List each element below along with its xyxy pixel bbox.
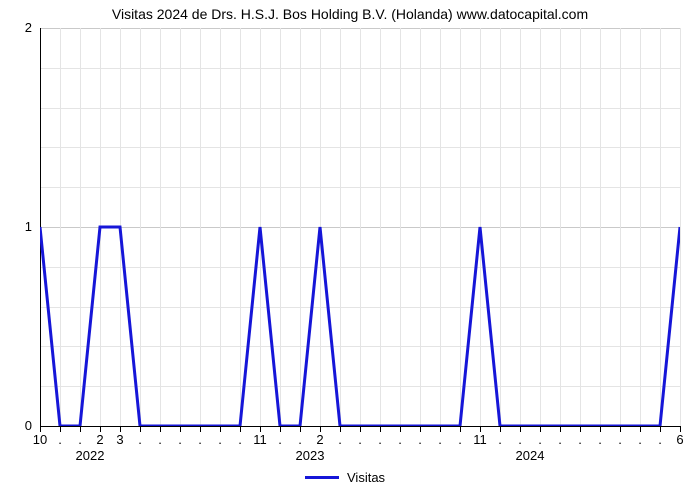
- x-axis-label: 3: [116, 432, 123, 447]
- grid-line: [680, 28, 681, 426]
- x-axis-label: .: [558, 432, 562, 447]
- x-axis-year-label: 2023: [296, 448, 325, 463]
- x-axis-label: .: [78, 432, 82, 447]
- x-axis-label: .: [378, 432, 382, 447]
- x-axis-label: .: [658, 432, 662, 447]
- x-axis-label: .: [438, 432, 442, 447]
- x-axis-label: .: [238, 432, 242, 447]
- data-series: [40, 28, 680, 426]
- x-axis-label: .: [638, 432, 642, 447]
- x-axis-label: .: [198, 432, 202, 447]
- x-axis-label: 2: [316, 432, 323, 447]
- x-axis-label: .: [358, 432, 362, 447]
- x-axis-label: .: [398, 432, 402, 447]
- x-axis: [40, 426, 680, 427]
- x-axis-year-label: 2022: [76, 448, 105, 463]
- plot-area: 01210..23......11..2.......11.........62…: [40, 28, 680, 426]
- x-axis-label: .: [138, 432, 142, 447]
- x-axis-label: .: [338, 432, 342, 447]
- x-axis-label: 11: [473, 432, 487, 447]
- x-axis-label: .: [458, 432, 462, 447]
- x-axis-label: 6: [676, 432, 683, 447]
- x-axis-label: .: [578, 432, 582, 447]
- x-axis-label: .: [158, 432, 162, 447]
- legend-swatch: [305, 476, 339, 479]
- chart-container: { "title": { "text": "Visitas 2024 de Dr…: [0, 0, 700, 500]
- x-axis-label: .: [598, 432, 602, 447]
- legend-label: Visitas: [347, 470, 385, 485]
- x-axis-label: 10: [33, 432, 47, 447]
- x-axis-label: 2: [96, 432, 103, 447]
- x-axis-label: .: [58, 432, 62, 447]
- x-axis-year-label: 2024: [516, 448, 545, 463]
- x-axis-label: .: [278, 432, 282, 447]
- x-axis-label: .: [498, 432, 502, 447]
- x-axis-label: .: [518, 432, 522, 447]
- x-axis-label: .: [538, 432, 542, 447]
- x-axis-label: 11: [253, 432, 267, 447]
- legend: Visitas: [305, 470, 385, 485]
- x-axis-label: .: [418, 432, 422, 447]
- x-axis-label: .: [298, 432, 302, 447]
- x-axis-label: .: [218, 432, 222, 447]
- x-axis-label: .: [178, 432, 182, 447]
- x-axis-label: .: [618, 432, 622, 447]
- chart-title: Visitas 2024 de Drs. H.S.J. Bos Holding …: [0, 6, 700, 22]
